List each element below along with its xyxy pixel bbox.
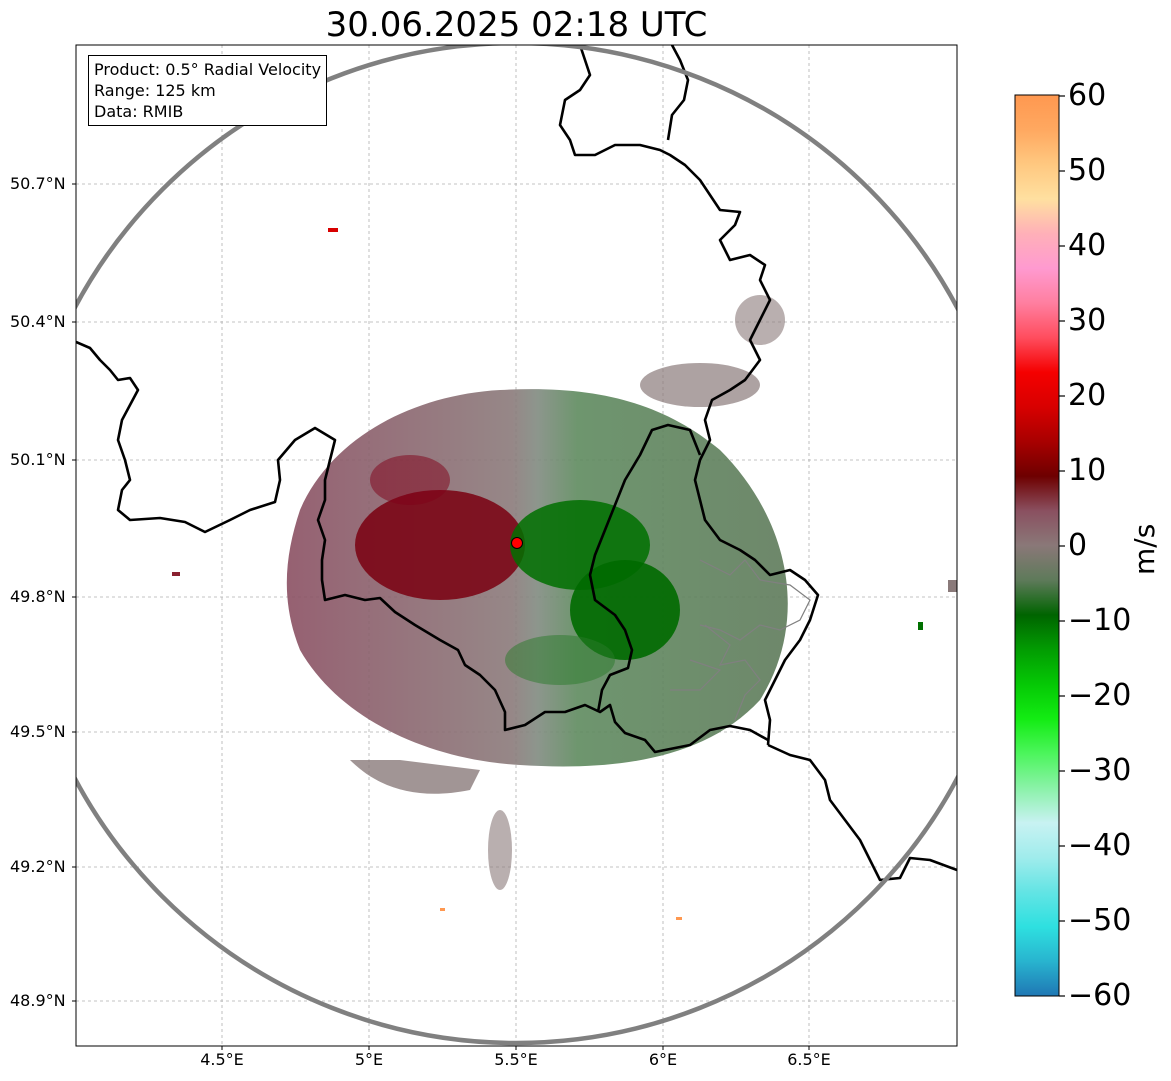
lon-tick-label: 6.5°E	[787, 1050, 831, 1069]
lon-tick-label: 4.5°E	[200, 1050, 244, 1069]
colorbar-tick-label: 20	[1068, 378, 1107, 413]
lon-tick-label: 5°E	[354, 1050, 384, 1069]
lat-tick-label: 50.4°N	[10, 312, 66, 331]
colorbar-tick-label: −10	[1068, 603, 1132, 638]
colorbar-tick-label: −50	[1068, 903, 1132, 938]
lat-tick-label: 49.8°N	[10, 587, 66, 606]
colorbar-ticks	[1059, 95, 1065, 997]
lat-tick-label: 50.1°N	[10, 450, 66, 469]
admin-borders	[670, 559, 811, 721]
colorbar	[1014, 94, 1060, 997]
velocity-field	[172, 228, 957, 920]
colorbar-unit-label: m/s	[1128, 523, 1161, 575]
tick-marks	[72, 183, 810, 1050]
range-label: Range: 125 km	[94, 81, 216, 100]
colorbar-tick-label: 40	[1068, 228, 1107, 263]
colorbar-tick-label: −40	[1068, 828, 1132, 863]
colorbar-tick-label: −20	[1068, 678, 1132, 713]
lon-tick-label: 5.5°E	[494, 1050, 538, 1069]
colorbar-tick-label: 30	[1068, 303, 1107, 338]
map-title: 30.06.2025 02:18 UTC	[325, 5, 708, 45]
colorbar-tick-label: −60	[1068, 978, 1132, 1013]
data-source-label: Data: RMIB	[94, 102, 184, 121]
colorbar-tick-label: 10	[1068, 453, 1107, 488]
colorbar-tick-label: 50	[1068, 153, 1107, 188]
lat-tick-label: 49.2°N	[10, 857, 66, 876]
product-info-box: Product: 0.5° Radial Velocity Range: 125…	[88, 55, 328, 126]
country-borders	[76, 45, 957, 882]
lat-tick-label: 48.9°N	[10, 991, 66, 1010]
colorbar-tick-label: 0	[1068, 528, 1088, 563]
lat-tick-label: 49.5°N	[10, 722, 66, 741]
lon-tick-label: 6°E	[648, 1050, 678, 1069]
range-ring	[76, 45, 957, 1046]
lat-tick-label: 50.7°N	[10, 174, 66, 193]
product-label: Product: 0.5° Radial Velocity	[94, 60, 322, 79]
radar-site-marker	[511, 537, 523, 549]
colorbar-tick-label: −30	[1068, 753, 1132, 788]
colorbar-tick-label: 60	[1068, 78, 1107, 113]
